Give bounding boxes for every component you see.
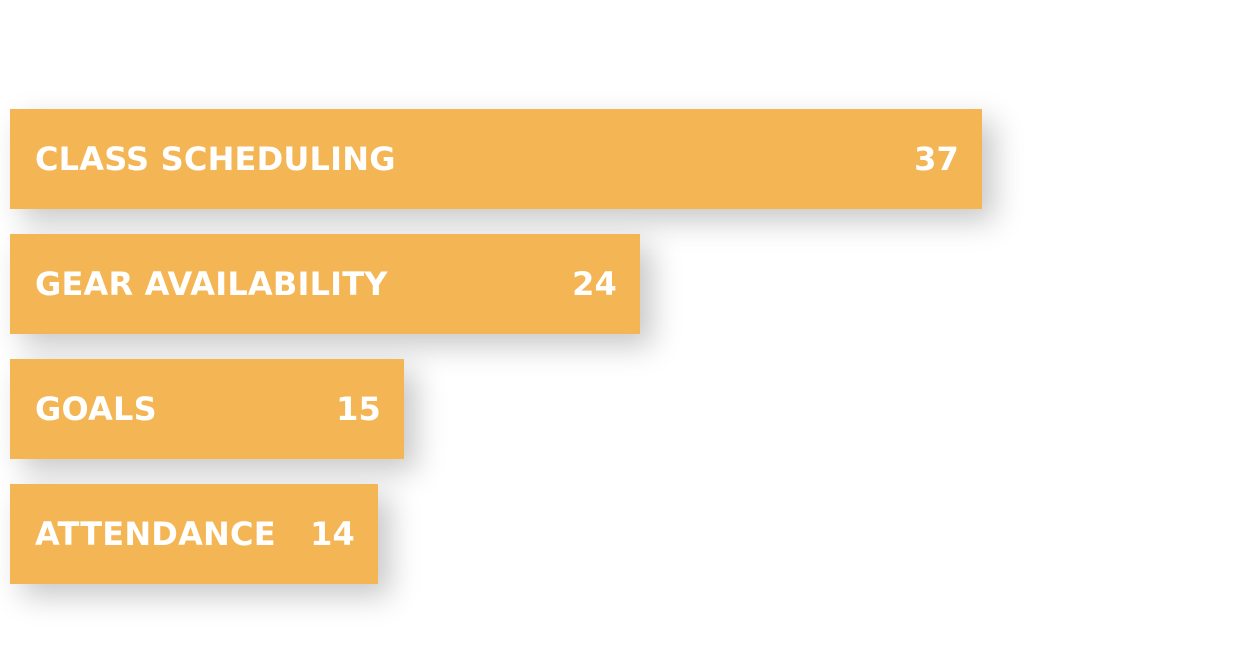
bar-label: ATTENDANCE	[35, 515, 276, 553]
bar-value-label: 15	[336, 390, 381, 428]
bar-class-scheduling: CLASS SCHEDULING 37	[10, 109, 982, 209]
bar-value-label: 24	[572, 265, 617, 303]
bar-goals: GOALS 15	[10, 359, 404, 459]
bar-gear-availability: GEAR AVAILABILITY 24	[10, 234, 640, 334]
bar-value-label: 14	[310, 515, 355, 553]
bar-label: GOALS	[35, 390, 157, 428]
bar-attendance: ATTENDANCE 14	[10, 484, 378, 584]
bar-label: CLASS SCHEDULING	[35, 140, 396, 178]
bar-value-label: 37	[914, 140, 959, 178]
bar-label: GEAR AVAILABILITY	[35, 265, 388, 303]
